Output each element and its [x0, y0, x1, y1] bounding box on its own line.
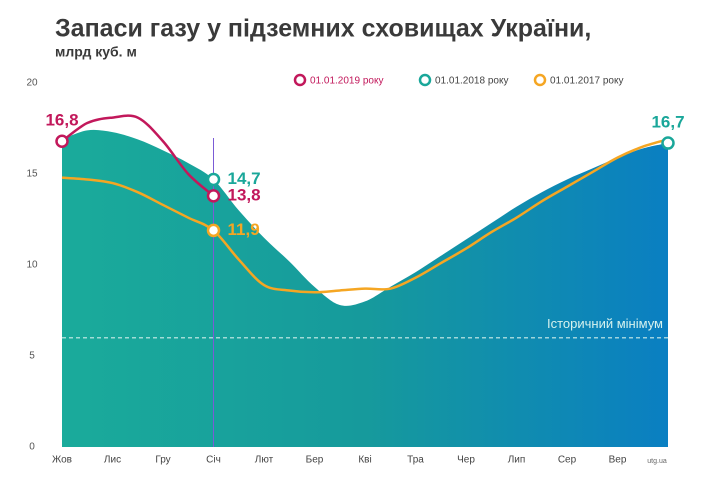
x-tick-label: Вер	[609, 455, 627, 466]
chart-title: Запаси газу у підземних сховищах України…	[55, 15, 591, 43]
line	[61, 114, 215, 197]
point-marker	[206, 223, 221, 238]
x-tick-label: Гру	[155, 455, 170, 466]
line	[61, 138, 669, 294]
chart-subtitle: млрд куб. м	[55, 44, 137, 60]
y-tick-label: 5	[29, 351, 35, 362]
value-label: 14,7	[228, 169, 261, 188]
y-tick-label: 0	[29, 442, 35, 453]
point-marker	[206, 172, 221, 187]
point-marker	[661, 136, 675, 150]
y-tick-label: 15	[26, 169, 38, 180]
legend-label: 01.01.2018 року	[435, 76, 508, 87]
x-tick-label: Чер	[457, 455, 475, 466]
value-label: 16,8	[45, 111, 78, 130]
x-tick-label: Кві	[358, 455, 371, 466]
point-marker	[206, 189, 221, 203]
x-tick-label: Тра	[407, 455, 424, 466]
x-tick-label: Лип	[508, 455, 526, 466]
legend-label: 01.01.2017 року	[550, 76, 623, 87]
value-label: 11,9	[228, 220, 260, 239]
y-tick-label: 10	[26, 260, 38, 271]
legend-marker	[293, 73, 307, 87]
legend-marker	[418, 73, 432, 87]
x-tick-label: Сер	[558, 455, 577, 466]
y-tick-label: 20	[26, 78, 38, 89]
x-tick-label: Лют	[255, 455, 274, 466]
legend-label: 01.01.2019 року	[310, 76, 383, 87]
x-tick-label: Жов	[52, 455, 72, 466]
value-label: 16,7	[651, 113, 684, 132]
x-tick-label: Бер	[306, 455, 324, 466]
value-label: 13,8	[228, 185, 261, 204]
x-tick-label: Січ	[206, 455, 221, 466]
legend-marker	[533, 73, 547, 87]
point-marker	[55, 134, 69, 148]
x-tick-label: Лис	[104, 455, 121, 466]
reference-label: Історичний мінімум	[547, 316, 663, 331]
source: utg.ua	[647, 458, 667, 465]
